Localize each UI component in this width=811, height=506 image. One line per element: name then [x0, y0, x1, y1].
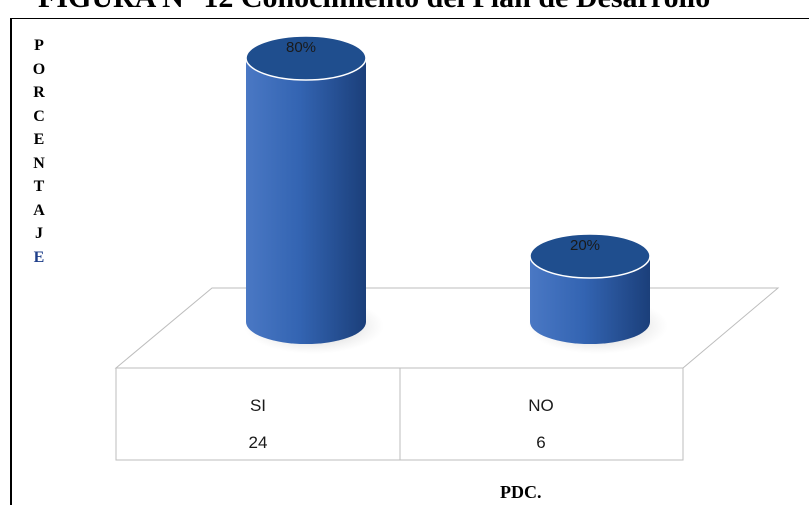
y-axis-letter: E — [33, 248, 45, 266]
bar-no — [530, 256, 650, 344]
y-axis-letter: J — [35, 225, 43, 242]
y-axis-letter: C — [33, 107, 45, 125]
chart-frame — [10, 18, 809, 505]
category-label-no: NO — [528, 396, 554, 415]
y-axis-letter: P — [34, 37, 44, 54]
data-label-no: 20% — [570, 237, 600, 254]
y-axis-letter: N — [33, 154, 45, 172]
chart-title: FIGURA N° 12 Conocimiento del Plan de De… — [38, 0, 798, 16]
y-axis-letter: A — [33, 201, 45, 219]
count-value-no: 6 — [536, 433, 546, 452]
bar-top-si — [245, 35, 367, 81]
y-axis-letter: O — [32, 60, 46, 78]
y-axis-letter: R — [33, 84, 45, 101]
data-label-si: 80% — [286, 39, 316, 56]
y-axis-label: P O R C E N T A J E — [28, 34, 50, 269]
category-label-si: SI — [249, 396, 267, 415]
bar-si — [246, 58, 366, 344]
x-axis-label: PDC. — [500, 482, 542, 502]
y-axis-letter: E — [33, 131, 45, 148]
chart-floor — [114, 287, 780, 369]
count-value-si: 24 — [248, 433, 268, 452]
y-axis-letter: T — [33, 178, 45, 195]
bar-top-no — [529, 233, 651, 279]
